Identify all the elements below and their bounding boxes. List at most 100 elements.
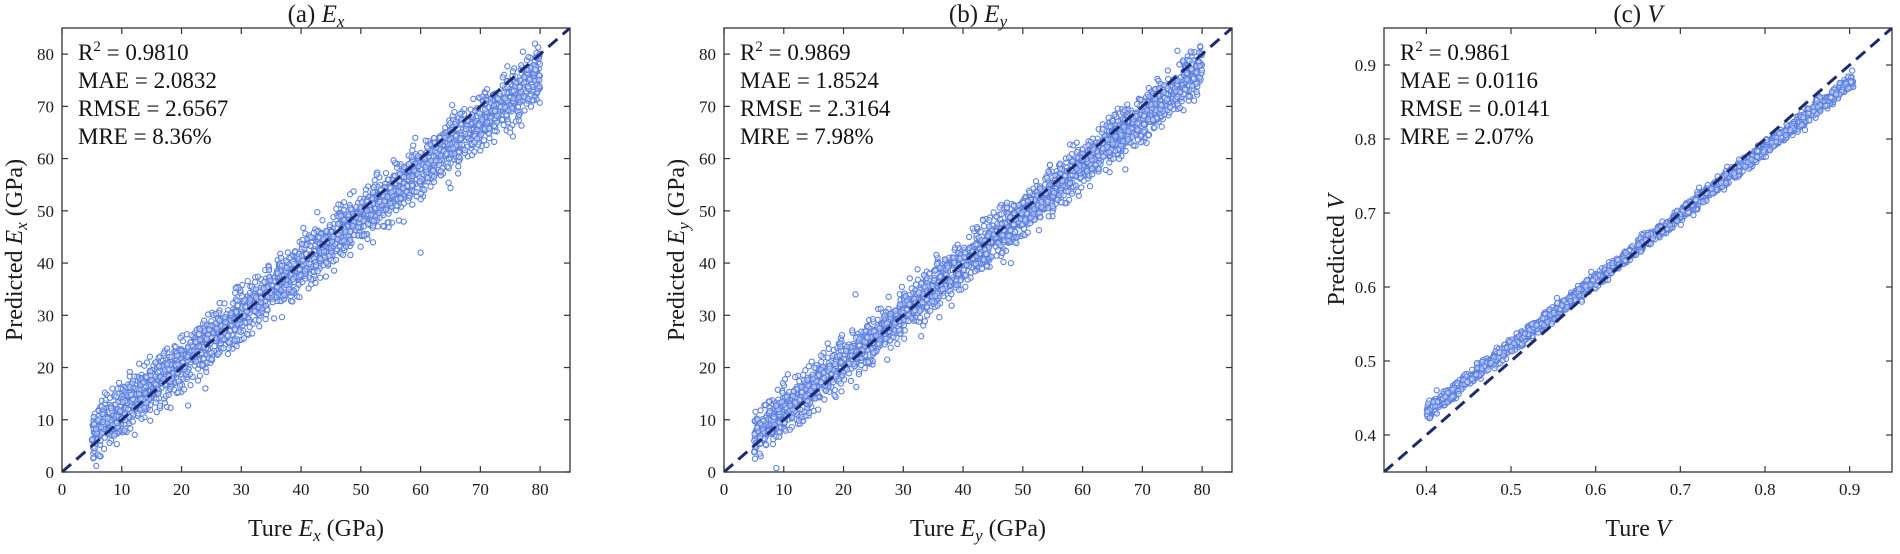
data-point	[525, 53, 532, 61]
data-point	[1100, 153, 1107, 160]
data-point	[437, 152, 444, 159]
data-point	[390, 157, 397, 164]
data-point	[500, 89, 507, 96]
data-point	[187, 339, 194, 346]
data-point	[936, 314, 943, 321]
data-point	[1046, 161, 1054, 169]
data-point	[1010, 202, 1017, 210]
data-point	[364, 221, 372, 228]
data-point	[368, 211, 375, 219]
data-point	[442, 124, 449, 131]
data-point	[305, 285, 312, 292]
data-point	[485, 125, 493, 132]
data-point	[462, 130, 469, 138]
data-point	[260, 285, 267, 292]
data-point	[898, 283, 906, 291]
data-point	[277, 254, 285, 261]
data-point	[1069, 158, 1076, 165]
data-point	[524, 83, 532, 90]
data-point	[113, 419, 120, 427]
data-point	[221, 313, 229, 321]
data-point	[326, 221, 334, 229]
data-point	[1185, 93, 1192, 100]
data-point	[808, 358, 815, 365]
data-point	[224, 332, 232, 339]
data-point	[246, 318, 253, 326]
data-point	[180, 386, 188, 393]
data-point	[138, 415, 145, 422]
data-point	[231, 326, 239, 333]
data-point	[960, 253, 968, 261]
data-point	[184, 402, 192, 409]
data-point	[100, 445, 108, 453]
data-point	[957, 277, 964, 284]
data-point	[936, 264, 944, 271]
data-point	[980, 222, 988, 230]
data-point	[110, 432, 118, 439]
data-point	[161, 399, 169, 406]
data-point	[306, 260, 313, 267]
data-point	[931, 267, 939, 274]
data-point	[830, 379, 837, 386]
data-point	[445, 179, 452, 186]
data-point	[314, 209, 321, 216]
data-point	[88, 436, 96, 443]
data-point	[104, 415, 111, 422]
data-point	[521, 107, 528, 114]
data-point	[240, 335, 248, 342]
data-point	[170, 386, 178, 393]
data-point	[373, 171, 380, 178]
data-point	[296, 293, 303, 301]
data-point	[168, 353, 175, 361]
data-point	[393, 202, 400, 209]
stat-rmse: RMSE = 2.6567	[78, 96, 228, 121]
data-point	[926, 270, 933, 277]
data-point	[115, 379, 123, 387]
data-point	[470, 95, 477, 103]
data-point	[413, 188, 420, 196]
data-point	[342, 228, 349, 235]
data-point	[172, 343, 179, 351]
data-point	[188, 332, 195, 339]
data-point	[160, 350, 167, 357]
data-point	[996, 204, 1003, 211]
data-point	[1058, 199, 1065, 206]
data-point	[286, 254, 293, 262]
data-point	[204, 311, 212, 318]
data-point	[444, 163, 451, 170]
data-point	[1102, 166, 1109, 174]
data-point	[914, 266, 921, 273]
data-point	[881, 341, 888, 348]
data-point	[1121, 106, 1128, 114]
data-point	[978, 265, 986, 272]
y-axis-label: Predicted Ex (GPa)	[2, 159, 31, 341]
data-point	[499, 74, 506, 81]
data-point	[94, 417, 101, 424]
data-point	[820, 369, 828, 376]
data-point	[114, 385, 122, 392]
data-point	[409, 201, 416, 208]
data-point	[249, 330, 256, 337]
data-point	[156, 402, 164, 409]
data-point	[946, 278, 954, 285]
data-point	[457, 110, 464, 118]
data-point	[233, 342, 240, 350]
data-point	[339, 251, 347, 259]
data-point	[940, 293, 947, 300]
data-point	[449, 101, 456, 109]
data-point	[224, 350, 232, 358]
data-point	[461, 105, 468, 113]
data-point	[1174, 47, 1181, 54]
data-point	[884, 356, 891, 363]
data-point	[948, 271, 955, 279]
data-point	[106, 439, 113, 447]
data-point	[256, 323, 263, 330]
data-point	[430, 173, 438, 180]
data-point	[531, 40, 539, 47]
data-point	[1116, 155, 1123, 162]
data-point	[255, 317, 262, 324]
data-point	[163, 345, 171, 352]
data-point	[208, 349, 215, 356]
